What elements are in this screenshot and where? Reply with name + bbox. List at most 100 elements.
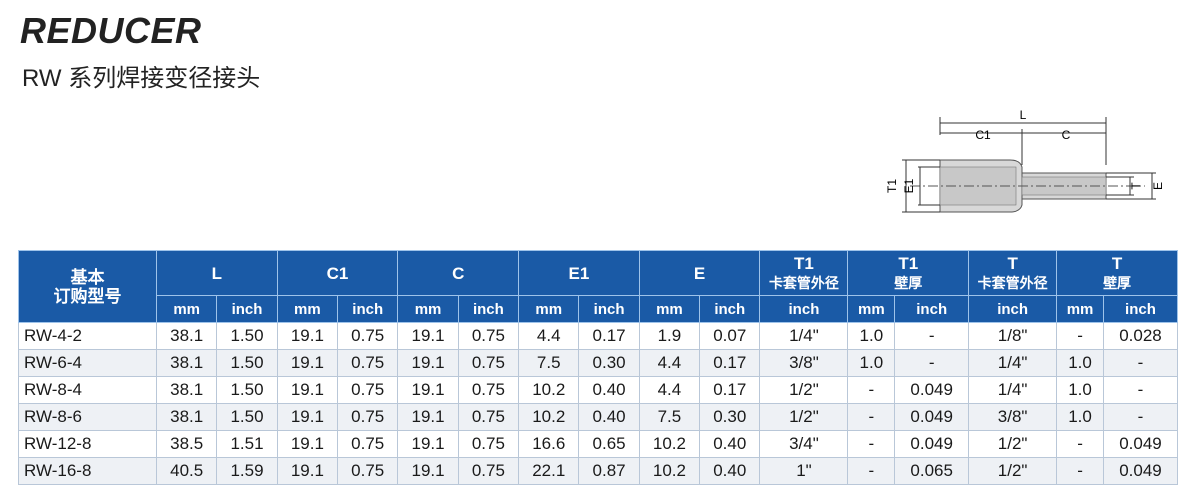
table-cell: 19.1 [397,457,459,485]
table-row: RW-16-8 40.5 1.59 19.1 0.75 19.1 0.75 22.1 0.87 1… [18,457,1179,485]
table-cell: 19.1 [276,403,339,431]
table-cell: 19.1 [276,457,339,485]
unit-header-cell: inch [1102,295,1179,323]
unit-header-cell: inch [578,295,640,323]
table-cell: 1/2" [759,376,849,404]
table-cell: 1/2" [968,457,1058,485]
table-cell: - [1102,403,1179,431]
table-cell: 38.1 [155,376,218,404]
table-cell: 1.0 [1056,376,1104,404]
model-cell: RW-8-6 [18,403,157,431]
table-cell: 19.1 [276,376,339,404]
table-cell: 0.40 [578,403,640,431]
table-cell: 1.51 [216,430,278,458]
table-cell: - [847,430,896,458]
table-cell: 0.75 [337,403,399,431]
col-header-E1: E1 [518,250,640,296]
col-header-C1: C1 [276,250,399,296]
table-cell: - [894,349,970,377]
table-cell: 4.4 [518,322,580,350]
table-row: RW-8-4 38.1 1.50 19.1 0.75 19.1 0.75 10.2 0.40 4.… [18,376,1179,404]
table-cell: 1.59 [216,457,278,485]
col-header-model: 基本 订购型号 [18,250,157,323]
table-cell: 0.028 [1102,322,1179,350]
model-cell: RW-16-8 [18,457,157,485]
table-cell: 0.75 [457,376,520,404]
table-cell: 4.4 [638,349,701,377]
table-cell: 1.50 [216,403,278,431]
table-cell: 3/8" [968,403,1058,431]
table-cell: 0.75 [337,376,399,404]
table-cell: 1.50 [216,376,278,404]
table-cell: 19.1 [276,349,339,377]
table-cell: - [847,376,896,404]
model-cell: RW-4-2 [18,322,157,350]
page-subtitle: RW 系列焊接变径接头 [22,65,261,92]
table-cell: 0.75 [337,349,399,377]
table-cell: 0.87 [578,457,640,485]
table-cell: - [847,457,896,485]
table-cell: 7.5 [638,403,701,431]
unit-header-cell: inch [894,295,970,323]
dim-label-E: E [1151,182,1165,190]
table-cell: - [1056,457,1104,485]
unit-header-cell: inch [699,295,761,323]
table-cell: 0.17 [699,349,761,377]
table-cell: 0.049 [894,430,970,458]
table-cell: 0.40 [699,457,761,485]
table-cell: 0.17 [578,322,640,350]
table-row: RW-8-6 38.1 1.50 19.1 0.75 19.1 0.75 10.2 0.40 7.… [18,403,1179,431]
table-cell: 1.0 [847,349,896,377]
unit-header-cell: mm [397,295,459,323]
table-cell: 1.0 [1056,349,1104,377]
table-cell: 0.07 [699,322,761,350]
table-cell: 10.2 [518,376,580,404]
dim-label-L: L [1020,108,1027,122]
table-cell: 0.049 [1102,430,1179,458]
table-cell: 3/8" [759,349,849,377]
table-cell: 1/2" [968,430,1058,458]
table-cell: 38.1 [155,349,218,377]
col-header-T1-wall: T1 壁厚 [847,250,970,296]
unit-header-cell: mm [276,295,339,323]
table-cell: 40.5 [155,457,218,485]
table-cell: 4.4 [638,376,701,404]
col-header-L: L [156,250,278,296]
table-cell: 10.2 [518,403,580,431]
table-cell: - [847,403,896,431]
table-cell: 0.40 [578,376,640,404]
unit-header-cell: mm [638,295,701,323]
table-cell: 1/4" [968,376,1058,404]
table-cell: 0.75 [457,322,520,350]
table-body: RW-4-2 38.1 1.50 19.1 0.75 19.1 0.75 4.4 0.17 1.9… [18,322,1179,485]
unit-header-cell: mm [155,295,218,323]
table-cell: 1.0 [1056,403,1104,431]
table-cell: 0.75 [337,322,399,350]
table-cell: 10.2 [638,457,701,485]
table-cell: 19.1 [276,430,339,458]
dim-label-E1: E1 [902,178,916,193]
table-cell: 0.65 [578,430,640,458]
table-cell: 19.1 [397,322,459,350]
unit-header-cell: mm [518,295,580,323]
table-cell: 19.1 [397,349,459,377]
table-cell: 38.1 [155,403,218,431]
table-cell: 0.75 [457,457,520,485]
dim-label-T: T [1129,182,1143,190]
reducer-dimension-diagram: L C1 C T1 E1 T E [885,108,1165,213]
table-cell: 1.50 [216,322,278,350]
col-header-C: C [397,250,520,296]
unit-header-cell: mm [1056,295,1104,323]
table-cell: 1/8" [968,322,1058,350]
table-cell: 0.30 [699,403,761,431]
unit-row: mm inch mm inch mm inch mm inch mm inch inch mm inch… [19,295,1179,323]
unit-header-cell: inch [216,295,278,323]
dim-label-T1: T1 [885,179,899,193]
table-cell: 38.5 [155,430,218,458]
unit-header-cell: inch [337,295,399,323]
table-cell: 0.049 [1102,457,1179,485]
table-cell: 1.9 [638,322,701,350]
table-cell: 19.1 [397,430,459,458]
table-cell: 0.30 [578,349,640,377]
table-cell: 0.75 [457,430,520,458]
